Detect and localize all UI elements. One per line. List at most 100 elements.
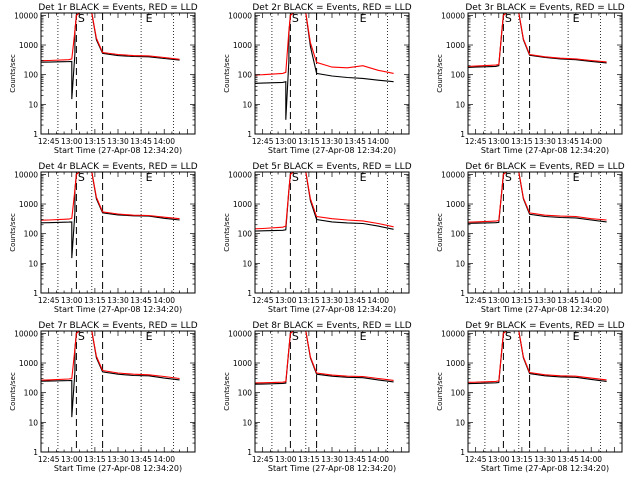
- y-tick-label: 1: [247, 448, 252, 457]
- end-marker-label: E: [360, 12, 367, 25]
- chart-title: Det 3r BLACK = Events, RED = LLD: [465, 3, 624, 13]
- x-tick-label: 12:45: [252, 137, 274, 146]
- x-tick-label: 13:00: [488, 296, 510, 305]
- y-tick-label: 10000: [441, 329, 465, 338]
- y-tick-label: 1: [460, 289, 465, 298]
- y-tick-label: 1000: [446, 359, 465, 368]
- y-tick-label: 1000: [19, 41, 38, 50]
- plot-frame: [467, 171, 623, 294]
- y-tick-label: 1000: [446, 41, 465, 50]
- chart-title: Det 7r BLACK = Events, RED = LLD: [38, 321, 197, 331]
- lld-series-line: [41, 172, 180, 221]
- x-tick-label: 14:00: [153, 137, 175, 146]
- x-tick-label: 13:00: [275, 137, 297, 146]
- y-tick-label: 1: [247, 130, 252, 139]
- end-marker-label: E: [360, 330, 367, 343]
- plot-frame: [40, 12, 196, 135]
- y-tick-label: 10: [28, 259, 38, 268]
- chart-title: Det 8r BLACK = Events, RED = LLD: [252, 321, 411, 331]
- x-tick-label: 13:15: [84, 455, 106, 464]
- x-tick-label: 13:15: [298, 137, 320, 146]
- y-tick-label: 1000: [446, 200, 465, 209]
- x-tick-label: 14:00: [367, 455, 389, 464]
- end-marker-label: E: [146, 330, 153, 343]
- start-marker-label: S: [292, 12, 299, 25]
- y-tick-label: 100: [451, 71, 466, 80]
- x-tick-label: 14:00: [580, 137, 602, 146]
- x-tick-label: 14:00: [580, 296, 602, 305]
- y-tick-label: 10: [455, 100, 465, 109]
- lld-series-line: [468, 172, 607, 223]
- x-tick-label: 13:15: [511, 455, 533, 464]
- x-tick-label: 13:15: [84, 296, 106, 305]
- events-series-line: [41, 13, 180, 100]
- plot-frame: [254, 171, 410, 294]
- lld-series-line: [41, 13, 180, 62]
- x-tick-label: 13:45: [557, 296, 579, 305]
- events-series-line: [255, 331, 394, 385]
- y-tick-label: 1: [33, 130, 38, 139]
- y-axis-label: Counts/sec: [9, 213, 17, 252]
- x-tick-label: 13:00: [275, 455, 297, 464]
- events-series-line: [255, 13, 394, 120]
- y-tick-label: 100: [238, 71, 253, 80]
- y-tick-label: 100: [451, 230, 466, 239]
- end-marker-label: E: [573, 12, 580, 25]
- x-tick-label: 13:00: [488, 455, 510, 464]
- x-tick-label: 13:00: [488, 137, 510, 146]
- x-tick-label: 13:45: [130, 137, 152, 146]
- y-tick-label: 10: [242, 259, 252, 268]
- start-marker-label: S: [505, 171, 512, 184]
- x-axis-label: Start Time (27-Apr-08 12:34:20): [481, 464, 609, 473]
- x-tick-label: 13:45: [344, 455, 366, 464]
- y-tick-label: 1000: [233, 359, 252, 368]
- y-tick-label: 100: [238, 389, 253, 398]
- x-tick-label: 13:00: [61, 455, 83, 464]
- x-tick-label: 13:00: [275, 296, 297, 305]
- x-tick-label: 13:30: [321, 455, 343, 464]
- start-marker-label: S: [78, 12, 85, 25]
- lld-series-line: [255, 13, 394, 76]
- x-tick-label: 13:30: [107, 296, 129, 305]
- x-tick-label: 13:30: [534, 137, 556, 146]
- end-marker-label: E: [573, 171, 580, 184]
- y-tick-label: 1: [33, 448, 38, 457]
- y-axis-label: Counts/sec: [436, 54, 444, 93]
- y-axis-label: Counts/sec: [9, 54, 17, 93]
- x-tick-label: 13:15: [298, 296, 320, 305]
- x-tick-label: 13:30: [321, 137, 343, 146]
- x-tick-label: 13:00: [61, 296, 83, 305]
- x-axis-label: Start Time (27-Apr-08 12:34:20): [54, 305, 182, 314]
- y-tick-label: 10000: [14, 170, 38, 179]
- y-tick-label: 100: [24, 71, 39, 80]
- plot-frame: [40, 330, 196, 453]
- x-tick-label: 14:00: [580, 455, 602, 464]
- chart-title: Det 4r BLACK = Events, RED = LLD: [38, 162, 197, 172]
- y-tick-label: 100: [24, 389, 39, 398]
- x-tick-label: 13:30: [321, 296, 343, 305]
- y-tick-label: 100: [238, 230, 253, 239]
- x-tick-label: 13:45: [344, 296, 366, 305]
- y-tick-label: 1000: [19, 359, 38, 368]
- y-tick-label: 1: [460, 130, 465, 139]
- chart-title: Det 2r BLACK = Events, RED = LLD: [252, 3, 411, 13]
- start-marker-label: S: [78, 330, 85, 343]
- x-tick-label: 13:30: [534, 455, 556, 464]
- x-tick-label: 13:30: [107, 455, 129, 464]
- events-series-line: [468, 172, 607, 224]
- plot-frame: [467, 330, 623, 453]
- x-tick-label: 13:30: [107, 137, 129, 146]
- x-tick-label: 12:45: [465, 137, 487, 146]
- x-axis-label: Start Time (27-Apr-08 12:34:20): [481, 146, 609, 155]
- y-tick-label: 10000: [441, 170, 465, 179]
- plot-frame: [254, 330, 410, 453]
- events-series-line: [41, 331, 180, 418]
- y-tick-label: 1000: [233, 200, 252, 209]
- x-tick-label: 13:15: [298, 455, 320, 464]
